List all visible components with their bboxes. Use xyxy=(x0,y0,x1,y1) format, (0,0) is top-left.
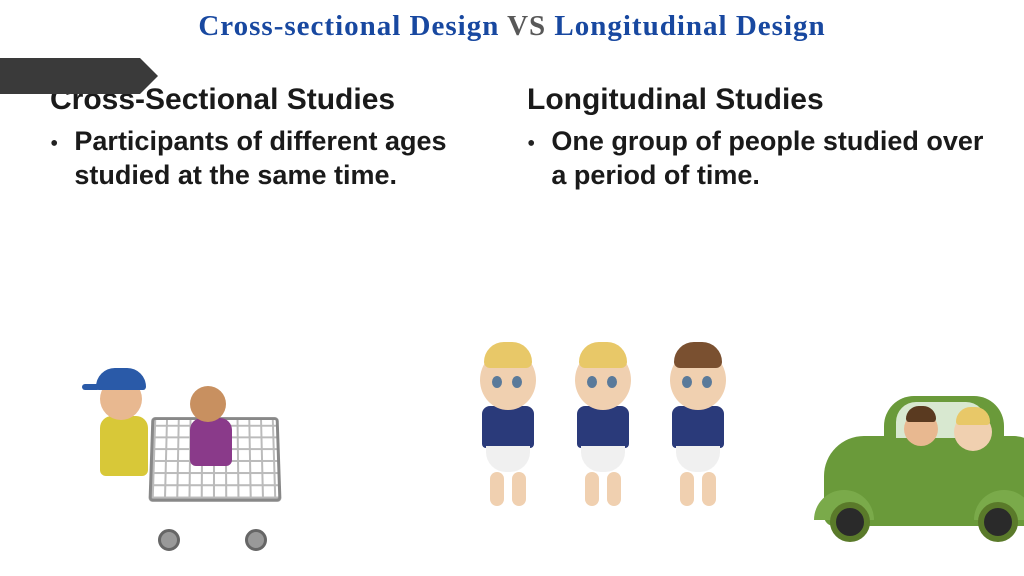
title-part-2: Longitudinal Design xyxy=(554,10,825,42)
car-body xyxy=(824,436,1024,526)
adult-figure xyxy=(100,378,148,476)
left-column: Cross-Sectional Studies • Participants o… xyxy=(50,83,527,193)
title-vs: VS xyxy=(507,10,546,42)
baby-figure-3 xyxy=(670,350,726,506)
decorative-tab xyxy=(0,58,140,94)
right-column: Longitudinal Studies • One group of peop… xyxy=(527,83,1004,193)
right-bullet-item: • One group of people studied over a per… xyxy=(527,125,984,193)
baby-figure-2 xyxy=(575,350,631,506)
car-illustration xyxy=(824,376,1024,546)
car-passenger-1 xyxy=(904,412,938,446)
right-bullet-text: One group of people studied over a perio… xyxy=(551,125,984,193)
shopping-cart xyxy=(150,416,300,546)
left-bullet-text: Participants of different ages studied a… xyxy=(74,125,507,193)
babies-illustration xyxy=(480,306,760,506)
title-part-1: Cross-sectional Design xyxy=(198,10,499,42)
bullet-icon: • xyxy=(50,131,58,158)
baby-figure-1 xyxy=(480,350,536,506)
illustration-area xyxy=(0,306,1024,576)
right-heading: Longitudinal Studies xyxy=(527,83,984,117)
child-in-cart xyxy=(190,386,232,466)
cart-scene-illustration xyxy=(90,316,350,566)
bullet-icon: • xyxy=(527,131,535,158)
car-passenger-2 xyxy=(954,413,992,451)
slide-title: Cross-sectional Design VS Longitudinal D… xyxy=(0,0,1024,43)
left-bullet-item: • Participants of different ages studied… xyxy=(50,125,507,193)
